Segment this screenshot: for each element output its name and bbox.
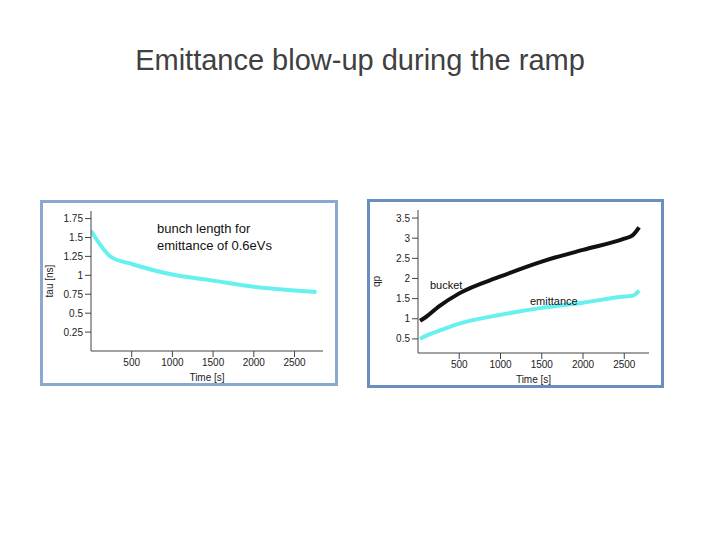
svg-text:2000: 2000 — [243, 357, 266, 368]
svg-text:1: 1 — [77, 270, 83, 281]
svg-text:Time [s]: Time [s] — [189, 372, 224, 383]
html-text:bunch length for emittance of: bunch length for emittance of 0.6eVs — [157, 221, 272, 253]
svg-text:1.25: 1.25 — [64, 251, 84, 262]
svg-text:1.75: 1.75 — [64, 213, 84, 224]
svg-text:0.75: 0.75 — [64, 289, 84, 300]
svg-text:0.25: 0.25 — [64, 327, 84, 338]
svg-text:2: 2 — [404, 273, 410, 284]
svg-text:2000: 2000 — [572, 359, 595, 370]
svg-text:1.5: 1.5 — [396, 293, 410, 304]
svg-text:1.5: 1.5 — [69, 232, 83, 243]
svg-text:3.5: 3.5 — [396, 213, 410, 224]
svg-text:Time [s]: Time [s] — [516, 374, 551, 385]
html-text:Emittance blow-up during the r: Emittance blow-up during the ramp — [135, 44, 585, 76]
html-text:bucket: bucket — [430, 279, 463, 291]
svg-text:500: 500 — [451, 359, 468, 370]
html-text:emittance: emittance — [530, 295, 578, 307]
svg-text:1500: 1500 — [202, 357, 225, 368]
svg-text:1500: 1500 — [531, 359, 554, 370]
svg-text:1000: 1000 — [161, 357, 184, 368]
svg-text:1000: 1000 — [489, 359, 512, 370]
svg-text:2500: 2500 — [613, 359, 636, 370]
svg-text:2500: 2500 — [283, 357, 306, 368]
svg-text:500: 500 — [123, 357, 140, 368]
svg-text:1: 1 — [404, 313, 410, 324]
svg-text:qp: qp — [371, 276, 382, 288]
svg-text:tau [ns]: tau [ns] — [44, 264, 55, 297]
svg-text:2.5: 2.5 — [396, 253, 410, 264]
svg-text:0.5: 0.5 — [396, 333, 410, 344]
svg-text:3: 3 — [404, 233, 410, 244]
svg-text:0.5: 0.5 — [69, 308, 83, 319]
